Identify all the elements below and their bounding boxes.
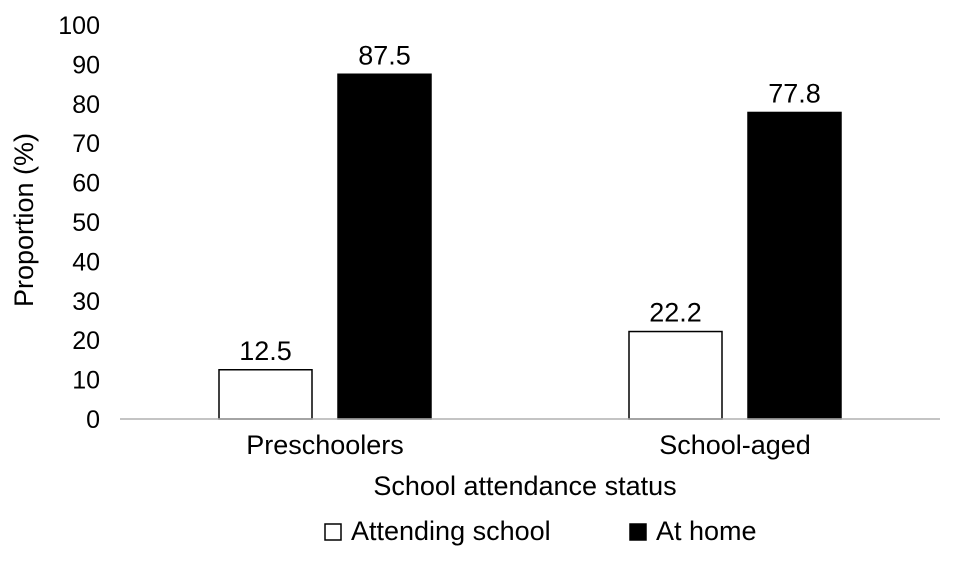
bar-at-home-preschoolers	[337, 73, 432, 420]
x-axis-title: School attendance status	[373, 471, 676, 501]
x-tick-label: School-aged	[659, 430, 811, 460]
data-labels: 12.5 87.5 22.2 77.8	[239, 40, 821, 366]
y-tick-label: 10	[72, 367, 100, 395]
bar-attending-school-preschoolers	[218, 369, 313, 420]
y-tick-label: 0	[86, 406, 100, 434]
bar-at-home-school-aged	[747, 111, 842, 420]
x-tick-label: Preschoolers	[246, 430, 404, 460]
legend-swatch	[629, 523, 647, 541]
y-axis-title: Proportion (%)	[9, 133, 39, 307]
data-label: 87.5	[358, 40, 411, 70]
legend: Attending school At home	[324, 516, 757, 546]
y-axis-ticks: 0 10 20 30 40 50 60 70 80 90 100	[58, 12, 100, 434]
x-axis-category-labels: Preschoolers School-aged	[246, 430, 811, 460]
y-tick-label: 30	[72, 288, 100, 316]
data-label: 12.5	[239, 336, 292, 366]
y-tick-label: 90	[72, 51, 100, 79]
legend-label: At home	[656, 516, 757, 546]
legend-swatch	[324, 523, 342, 541]
y-tick-label: 60	[72, 170, 100, 198]
y-tick-label: 20	[72, 327, 100, 355]
legend-label: Attending school	[351, 516, 551, 546]
bar-attending-school-school-aged	[628, 330, 723, 420]
y-tick-label: 40	[72, 248, 100, 276]
y-tick-label: 100	[58, 12, 100, 40]
y-tick-label: 50	[72, 209, 100, 237]
y-tick-label: 80	[72, 91, 100, 119]
bars	[218, 73, 842, 420]
data-label: 22.2	[649, 298, 702, 328]
y-tick-label: 70	[72, 130, 100, 158]
data-label: 77.8	[768, 78, 821, 108]
